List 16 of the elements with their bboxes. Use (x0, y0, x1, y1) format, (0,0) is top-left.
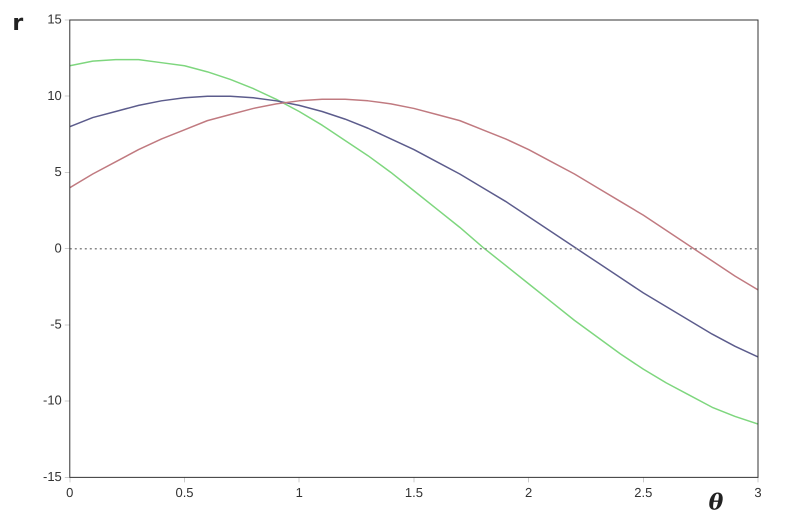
y-axis-title: r (12, 11, 24, 36)
x-tick-label: 1.5 (404, 484, 423, 500)
y-tick-label: 0 (54, 240, 62, 256)
y-tick-label: 10 (47, 88, 62, 103)
y-tick-label: -5 (50, 316, 62, 332)
x-tick-label: 1 (296, 484, 303, 500)
y-tick-label: 5 (54, 164, 62, 180)
x-tick-label: 3 (754, 484, 762, 500)
y-tick-label: -15 (42, 468, 62, 484)
x-tick-label: 0 (66, 484, 74, 500)
x-tick-label: 2 (524, 484, 532, 500)
x-tick-label: 0.5 (175, 484, 194, 500)
y-tick-label: -10 (42, 392, 62, 408)
x-axis-title: θ (708, 489, 724, 512)
x-tick-label: 2.5 (634, 484, 652, 500)
y-tick-label: 15 (47, 12, 62, 27)
